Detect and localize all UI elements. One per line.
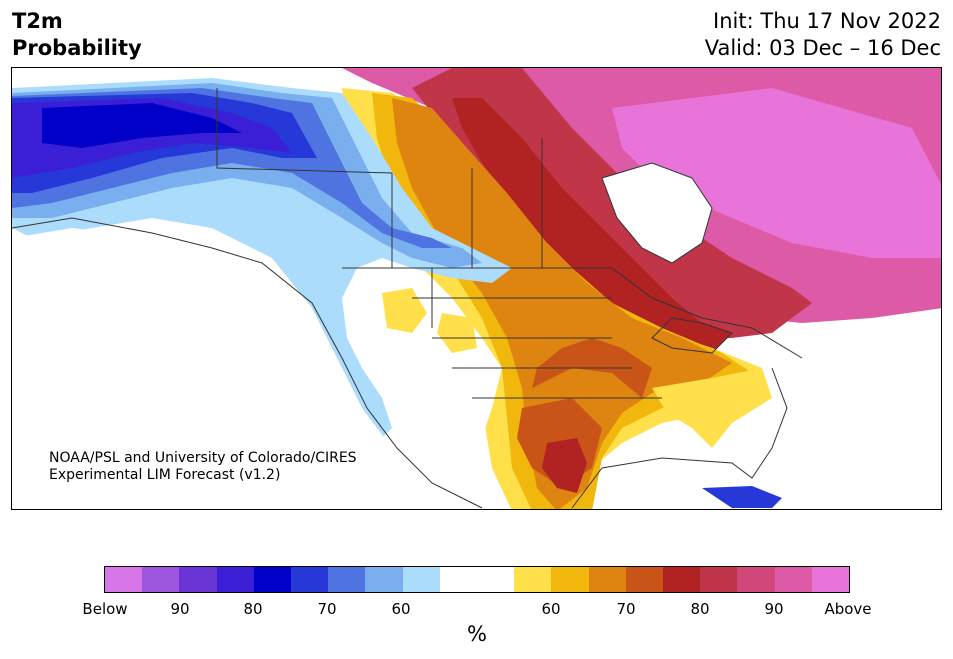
tick-above: Above — [824, 600, 872, 618]
tick-above-60: 60 — [541, 600, 561, 618]
colorbar-above-segment — [588, 567, 626, 592]
colorbar-below-segment — [365, 567, 403, 592]
date-block: Init: Thu 17 Nov 2022 Valid: 03 Dec – 16… — [705, 8, 941, 62]
tick-above-80: 80 — [690, 600, 710, 618]
tick-above-70: 70 — [616, 600, 636, 618]
caribbean-cold-patch — [702, 486, 782, 508]
colorbar-above-segment — [514, 567, 552, 592]
colorbar-below-segment — [142, 567, 180, 592]
tick-below-60: 60 — [391, 600, 411, 618]
forecast-map — [11, 67, 942, 510]
variable-title: T2m — [12, 9, 63, 33]
init-date: Init: Thu 17 Nov 2022 — [713, 9, 941, 33]
credit-line-2: Experimental LIM Forecast (v1.2) — [49, 467, 281, 483]
colorbar-above-segment — [700, 567, 738, 592]
colorbar-below-segment — [105, 567, 143, 592]
atlantic-ocean — [772, 318, 941, 509]
colorbar-above-segment — [774, 567, 812, 592]
map-canvas — [12, 68, 941, 509]
colorbar-below-segment — [402, 567, 440, 592]
colorbar-above-segment — [663, 567, 701, 592]
tick-below-90: 90 — [170, 600, 190, 618]
colorbar-below-segment — [253, 567, 292, 592]
pacific-ocean — [12, 228, 478, 509]
unit-label: % — [467, 622, 487, 646]
tick-below-70: 70 — [317, 600, 337, 618]
colorbar-below-segment — [216, 567, 254, 592]
colorbar-below-segment — [328, 567, 366, 592]
above-65-zone — [392, 98, 732, 509]
above-75-zone — [542, 438, 587, 493]
colorbar-below-segment — [179, 567, 217, 592]
tick-below-80: 80 — [243, 600, 263, 618]
probability-title: Probability — [12, 36, 142, 60]
title-block: T2m Probability — [12, 8, 142, 62]
colorbar-above-segment — [811, 567, 850, 592]
colorbar-above-segment — [551, 567, 589, 592]
colorbar-above-segment — [625, 567, 664, 592]
colorbar-neutral-segment — [439, 567, 515, 592]
credit-text: NOAA/PSL and University of Colorado/CIRE… — [49, 450, 357, 484]
hudson-bay — [602, 163, 712, 263]
colorbar-below-segment — [291, 567, 329, 592]
valid-range: Valid: 03 Dec – 16 Dec — [704, 36, 941, 60]
colorbar-above-segment — [737, 567, 775, 592]
west-warm-patch — [382, 288, 477, 353]
above-70-zone — [452, 98, 732, 353]
credit-line-1: NOAA/PSL and University of Colorado/CIRE… — [49, 450, 357, 466]
tick-above-90: 90 — [764, 600, 784, 618]
above-high-zone — [612, 88, 941, 258]
borders — [12, 88, 803, 509]
below-85-zone — [42, 103, 242, 148]
southeast-warm-zone — [652, 368, 772, 448]
probability-colorbar — [104, 566, 850, 593]
tick-below: Below — [82, 600, 128, 618]
neutral-west-zone — [342, 258, 502, 448]
